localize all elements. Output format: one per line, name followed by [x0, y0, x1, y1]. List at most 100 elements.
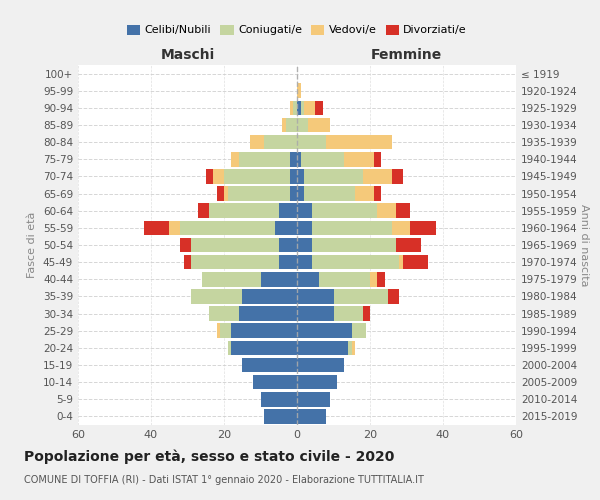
Bar: [304, 100, 315, 115]
Bar: [286, 118, 297, 132]
Bar: [308, 118, 330, 132]
Bar: [344, 152, 374, 166]
Bar: [260, 392, 297, 406]
Bar: [297, 84, 301, 98]
Bar: [279, 204, 297, 218]
Bar: [227, 340, 232, 355]
Bar: [374, 186, 381, 201]
Bar: [297, 392, 330, 406]
Bar: [184, 255, 191, 270]
Bar: [403, 255, 428, 270]
Bar: [202, 272, 260, 286]
Bar: [362, 169, 392, 184]
Bar: [191, 289, 242, 304]
Bar: [355, 186, 374, 201]
Legend: Celibi/Nubili, Coniugati/e, Vedovi/e, Divorziati/e: Celibi/Nubili, Coniugati/e, Vedovi/e, Di…: [122, 20, 472, 40]
Bar: [227, 186, 290, 201]
Bar: [297, 289, 334, 304]
Bar: [293, 100, 297, 115]
Bar: [297, 135, 326, 150]
Bar: [297, 186, 304, 201]
Bar: [395, 238, 421, 252]
Bar: [290, 186, 297, 201]
Bar: [297, 324, 352, 338]
Bar: [352, 340, 355, 355]
Bar: [297, 272, 319, 286]
Bar: [297, 100, 301, 115]
Bar: [144, 220, 169, 235]
Bar: [334, 289, 388, 304]
Bar: [370, 272, 377, 286]
Bar: [304, 186, 355, 201]
Bar: [191, 255, 279, 270]
Bar: [290, 152, 297, 166]
Bar: [279, 238, 297, 252]
Y-axis label: Fasce di età: Fasce di età: [28, 212, 37, 278]
Bar: [250, 135, 264, 150]
Bar: [297, 169, 304, 184]
Bar: [388, 289, 399, 304]
Bar: [297, 238, 311, 252]
Bar: [311, 204, 377, 218]
Bar: [297, 340, 348, 355]
Text: Femmine: Femmine: [371, 48, 442, 62]
Bar: [191, 238, 279, 252]
Bar: [264, 409, 297, 424]
Bar: [374, 152, 381, 166]
Bar: [217, 186, 224, 201]
Bar: [395, 204, 410, 218]
Bar: [290, 100, 293, 115]
Bar: [297, 306, 334, 321]
Bar: [275, 220, 297, 235]
Bar: [260, 272, 297, 286]
Bar: [297, 118, 308, 132]
Text: Maschi: Maschi: [160, 48, 215, 62]
Bar: [348, 340, 352, 355]
Bar: [224, 169, 290, 184]
Bar: [326, 135, 392, 150]
Text: COMUNE DI TOFFIA (RI) - Dati ISTAT 1° gennaio 2020 - Elaborazione TUTTITALIA.IT: COMUNE DI TOFFIA (RI) - Dati ISTAT 1° ge…: [24, 475, 424, 485]
Bar: [377, 272, 385, 286]
Bar: [199, 204, 209, 218]
Bar: [209, 204, 279, 218]
Bar: [311, 220, 392, 235]
Bar: [311, 255, 399, 270]
Y-axis label: Anni di nascita: Anni di nascita: [579, 204, 589, 286]
Bar: [242, 358, 297, 372]
Bar: [301, 100, 304, 115]
Text: Popolazione per età, sesso e stato civile - 2020: Popolazione per età, sesso e stato civil…: [24, 450, 394, 464]
Bar: [297, 409, 326, 424]
Bar: [297, 358, 344, 372]
Bar: [297, 255, 311, 270]
Bar: [297, 152, 301, 166]
Bar: [213, 169, 224, 184]
Bar: [362, 306, 370, 321]
Bar: [209, 306, 239, 321]
Bar: [319, 272, 370, 286]
Bar: [392, 169, 403, 184]
Bar: [232, 340, 297, 355]
Bar: [377, 204, 395, 218]
Bar: [297, 375, 337, 390]
Bar: [311, 238, 395, 252]
Bar: [315, 100, 323, 115]
Bar: [283, 118, 286, 132]
Bar: [334, 306, 362, 321]
Bar: [352, 324, 367, 338]
Bar: [297, 204, 311, 218]
Bar: [399, 255, 403, 270]
Bar: [220, 324, 232, 338]
Bar: [253, 375, 297, 390]
Bar: [224, 186, 227, 201]
Bar: [242, 289, 297, 304]
Bar: [169, 220, 180, 235]
Bar: [297, 220, 311, 235]
Bar: [301, 152, 344, 166]
Bar: [217, 324, 220, 338]
Bar: [279, 255, 297, 270]
Bar: [410, 220, 436, 235]
Bar: [239, 306, 297, 321]
Bar: [304, 169, 362, 184]
Bar: [180, 238, 191, 252]
Bar: [264, 135, 297, 150]
